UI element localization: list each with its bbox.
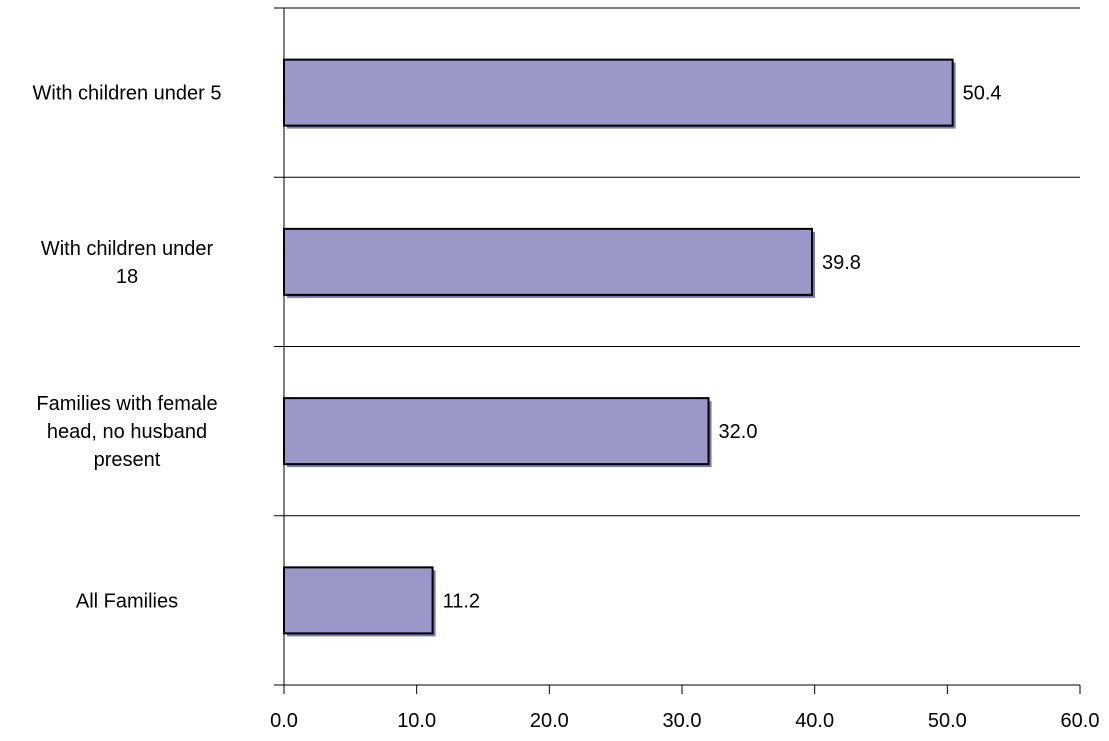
x-tick-label: 50.0 xyxy=(928,710,967,732)
category-label: Families with female head, no husband pres… xyxy=(36,393,217,471)
category-label: All Families xyxy=(76,590,178,612)
axis-layer xyxy=(274,7,1081,694)
category-label-line: Families with female xyxy=(36,393,217,415)
category-label: With children under 5 xyxy=(33,83,222,105)
grid-layer xyxy=(284,7,1080,517)
category-label-line: 18 xyxy=(116,266,138,288)
bar xyxy=(283,566,434,635)
bar xyxy=(283,227,814,296)
x-tick-label: 0.0 xyxy=(270,710,298,732)
bar-value-label: 32.0 xyxy=(719,421,758,443)
x-tick-label: 20.0 xyxy=(530,710,569,732)
category-label-line: With children under xyxy=(41,238,214,260)
bar xyxy=(283,58,954,127)
x-tick-label: 30.0 xyxy=(663,710,702,732)
bar-value-label: 39.8 xyxy=(822,252,861,274)
bar-value-label: 11.2 xyxy=(443,590,480,612)
bar xyxy=(283,397,710,466)
bar-value-label: 50.4 xyxy=(963,83,1002,105)
category-label-line: All Families xyxy=(76,590,178,612)
labels-layer: 0.0 10.0 20.0 30.0 40.0 50.0 60.0 50.4 With chil… xyxy=(33,83,1100,732)
x-tick-label: 10.0 xyxy=(397,710,436,732)
category-label-line: With children under 5 xyxy=(33,83,222,105)
bars-layer xyxy=(283,58,956,637)
category-label-line: present xyxy=(94,449,161,471)
category-label: With children under 18 xyxy=(41,238,214,288)
x-tick-label: 40.0 xyxy=(795,710,834,732)
category-label-line: head, no husband xyxy=(47,421,207,443)
x-tick-label: 60.0 xyxy=(1061,710,1100,732)
